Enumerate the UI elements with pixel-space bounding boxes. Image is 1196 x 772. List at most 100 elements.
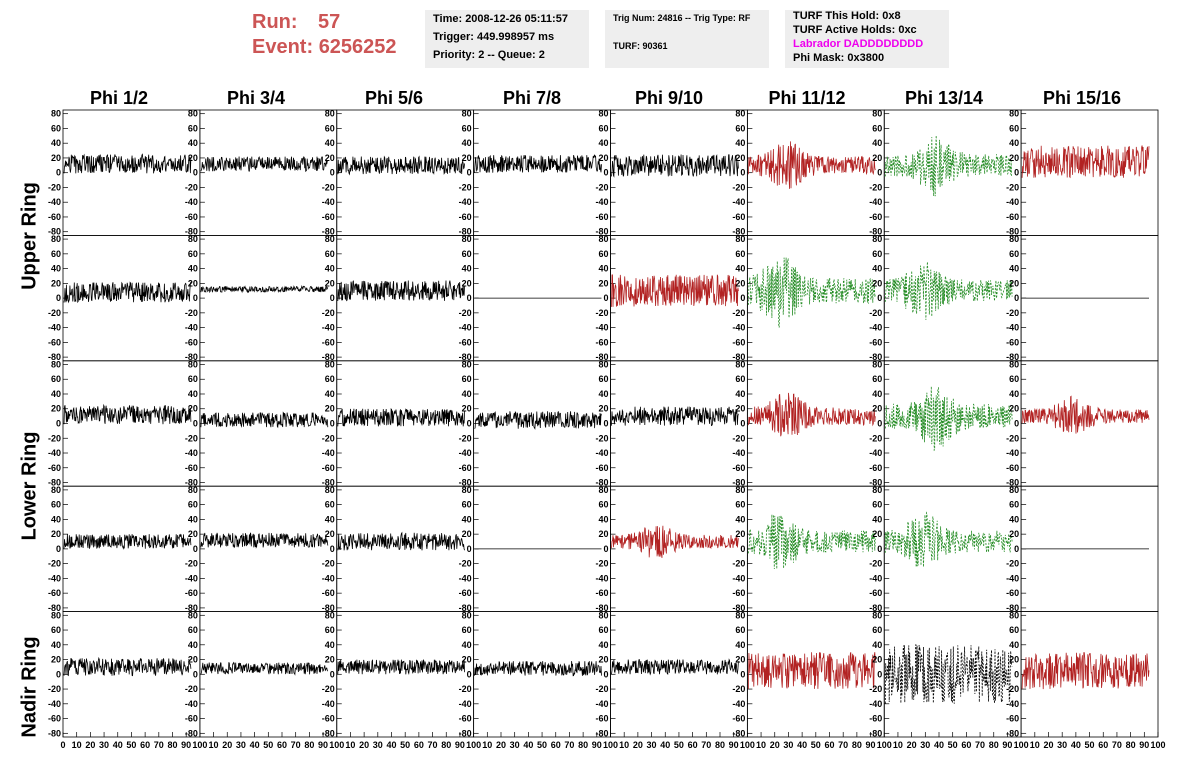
y-tick-label: 0 [467,168,472,178]
y-tick-label: 80 [872,109,882,119]
y-tick-label: -40 [869,699,882,709]
y-tick-label: 80 [51,359,61,369]
x-tick-label: 70 [838,740,848,750]
x-tick-label: 50 [1085,740,1095,750]
y-tick-label: -60 [732,588,745,598]
y-tick-label: -40 [185,448,198,458]
x-tick-label: 70 [428,740,438,750]
column-header-phi-5-6: Phi 5/6 [364,88,424,108]
y-tick-label: 20 [1009,153,1019,163]
waveform-trace [611,525,739,558]
y-tick-label: 20 [872,529,882,539]
y-tick-label: 40 [462,640,472,650]
y-tick-label: 80 [51,485,61,495]
waveform-trace [63,153,192,174]
x-tick-label: 30 [647,740,657,750]
x-tick-label: 90 [181,740,191,750]
y-tick-label: -80 [595,478,608,488]
y-tick-label: 40 [462,138,472,148]
y-tick-label: 40 [462,389,472,399]
waveform-trace [748,141,876,189]
x-tick-label: 100 [466,740,481,750]
y-tick-label: -60 [322,714,335,724]
y-tick-label: 40 [51,138,61,148]
y-tick-label: 60 [325,374,335,384]
y-tick-label: 40 [51,514,61,524]
y-tick-label: 40 [598,514,608,524]
y-tick-label: 20 [188,278,198,288]
y-tick-label: -60 [869,588,882,598]
panel-frame [883,360,1022,487]
y-tick-label: -80 [869,227,882,237]
y-tick-label: 0 [877,669,882,679]
x-tick-label: 80 [715,740,725,750]
y-tick-label: 20 [462,529,472,539]
y-tick-label: 40 [598,389,608,399]
y-tick-label: 40 [735,640,745,650]
panel-frame [199,485,338,613]
waveform-trace [337,408,465,427]
y-tick-label: -40 [1006,573,1019,583]
y-tick-label: 20 [462,655,472,665]
waveform-trace [474,411,602,430]
panel-frame [473,109,611,236]
y-tick-label: -20 [732,684,745,694]
y-tick-label: 80 [735,359,745,369]
x-tick-label: 70 [564,740,574,750]
y-tick-label: -20 [185,684,198,694]
waveform-trace [63,403,192,425]
y-tick-label: -80 [185,603,198,613]
y-tick-label: 60 [188,249,198,259]
y-tick-label: 0 [740,293,745,303]
y-tick-label: 20 [1009,529,1019,539]
y-tick-label: -80 [459,227,472,237]
y-tick-label: 80 [735,234,745,244]
x-tick-label: 30 [510,740,520,750]
y-tick-label: -60 [732,714,745,724]
waveform-trace [1021,395,1150,434]
x-tick-label: 70 [975,740,985,750]
y-tick-label: -60 [322,337,335,347]
x-tick-label: 10 [1030,740,1040,750]
y-tick-label: -20 [48,559,61,569]
y-tick-label: 40 [872,640,882,650]
y-tick-label: 0 [467,419,472,429]
y-tick-label: -40 [1006,197,1019,207]
y-tick-label: -40 [869,197,882,207]
x-tick-label: 70 [154,740,164,750]
y-tick-label: 0 [330,544,335,554]
y-tick-label: -40 [869,448,882,458]
x-tick-label: 10 [482,740,492,750]
y-tick-label: 40 [51,389,61,399]
y-tick-label: 0 [467,669,472,679]
y-tick-label: -80 [732,352,745,362]
y-tick-label: -20 [322,559,335,569]
waveform-trace [200,411,329,429]
y-tick-label: -40 [459,448,472,458]
y-tick-label: 0 [1014,293,1019,303]
turf-info-box: TURF This Hold: 0x8 TURF Active Holds: 0… [785,10,949,68]
x-tick-label: 40 [660,740,670,750]
x-tick-label: 20 [85,740,95,750]
y-tick-label: 0 [467,544,472,554]
y-tick-label: 80 [1009,234,1019,244]
x-tick-label: 50 [537,740,547,750]
x-tick-label: 70 [701,740,711,750]
y-tick-label: 80 [325,234,335,244]
y-tick-label: -40 [322,323,335,333]
y-tick-label: 20 [462,153,472,163]
y-tick-label: 80 [872,359,882,369]
y-tick-label: -80 [869,478,882,488]
y-tick-label: 40 [872,514,882,524]
x-tick-label: 30 [99,740,109,750]
y-tick-label: -20 [185,182,198,192]
y-tick-label: -20 [869,308,882,318]
y-tick-label: -60 [322,588,335,598]
y-tick-label: 40 [188,389,198,399]
y-tick-label: 60 [735,374,745,384]
y-tick-label: 20 [872,404,882,414]
y-tick-label: 20 [188,153,198,163]
y-tick-label: 20 [598,278,608,288]
y-tick-label: 40 [872,264,882,274]
